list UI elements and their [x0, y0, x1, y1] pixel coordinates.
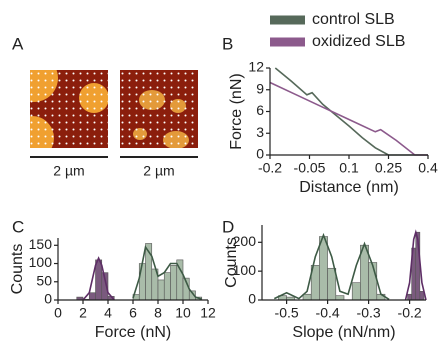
- x-axis-label: Slope (nN/nm): [292, 324, 395, 341]
- hist-bar: [164, 273, 170, 300]
- x-tick-label: 0.4: [418, 160, 438, 176]
- y-tick-label: 150: [29, 236, 53, 252]
- panel-label: B: [222, 34, 233, 53]
- x-tick-label: 10: [175, 305, 191, 321]
- y-tick-label: 3: [256, 124, 264, 140]
- data-line: [275, 68, 428, 155]
- y-tick-label: 0: [44, 291, 52, 307]
- hist-bar: [158, 280, 164, 300]
- x-tick-label: 6: [129, 305, 137, 321]
- y-tick-label: 9: [256, 80, 264, 96]
- panel-label: C: [12, 217, 24, 236]
- hist-bar: [420, 291, 424, 300]
- hist-bar: [328, 268, 336, 300]
- hist-bar: [139, 264, 145, 300]
- x-tick-label: -0.4: [316, 305, 340, 321]
- legend-label: oxidized SLB: [312, 33, 405, 50]
- hist-bar: [96, 260, 102, 300]
- afm-image: [120, 70, 198, 149]
- x-tick-label: 0.25: [375, 160, 402, 176]
- legend-label: control SLB: [312, 11, 395, 28]
- x-tick-label: 2: [79, 305, 87, 321]
- hist-bar: [171, 265, 177, 300]
- scale-bar-label: 2 µm: [53, 163, 84, 179]
- y-tick-label: 12: [248, 59, 264, 75]
- x-tick-label: -0.2: [258, 160, 282, 176]
- panel-label: A: [12, 34, 24, 53]
- y-axis-label: Counts: [223, 237, 240, 288]
- y-tick-label: 50: [36, 272, 52, 288]
- afm-image: [10, 54, 109, 160]
- x-tick-label: 4: [104, 305, 112, 321]
- x-tick-label: 0: [54, 305, 62, 321]
- x-axis-label: Distance (nm): [299, 179, 399, 196]
- y-tick-label: 6: [256, 102, 264, 118]
- x-tick-label: -0.2: [398, 305, 422, 321]
- hist-bar: [336, 296, 344, 300]
- x-axis-label: Force (nN): [95, 324, 171, 341]
- hist-bar: [408, 294, 412, 300]
- x-tick-label: -0.5: [275, 305, 299, 321]
- figure: A 2 µm 2 µm Bcontrol SLB oxidized SLB 0 3 6 9…: [0, 0, 440, 345]
- x-tick-label: -0.05: [294, 160, 326, 176]
- hist-bar: [352, 283, 360, 300]
- scale-bar-label: 2 µm: [143, 163, 174, 179]
- hist-bar: [303, 294, 311, 300]
- x-tick-label: 12: [200, 305, 216, 321]
- x-tick-label: 8: [154, 305, 162, 321]
- hist-bar: [319, 237, 327, 300]
- y-axis-label: Counts: [9, 244, 26, 295]
- x-tick-label: 0.1: [339, 160, 359, 176]
- hist-bar: [89, 293, 95, 300]
- x-tick-label: -0.3: [357, 305, 381, 321]
- y-axis-label: Force (nN): [228, 73, 245, 149]
- y-tick-label: 0: [248, 291, 256, 307]
- y-tick-label: 100: [29, 254, 53, 270]
- data-line: [270, 83, 428, 156]
